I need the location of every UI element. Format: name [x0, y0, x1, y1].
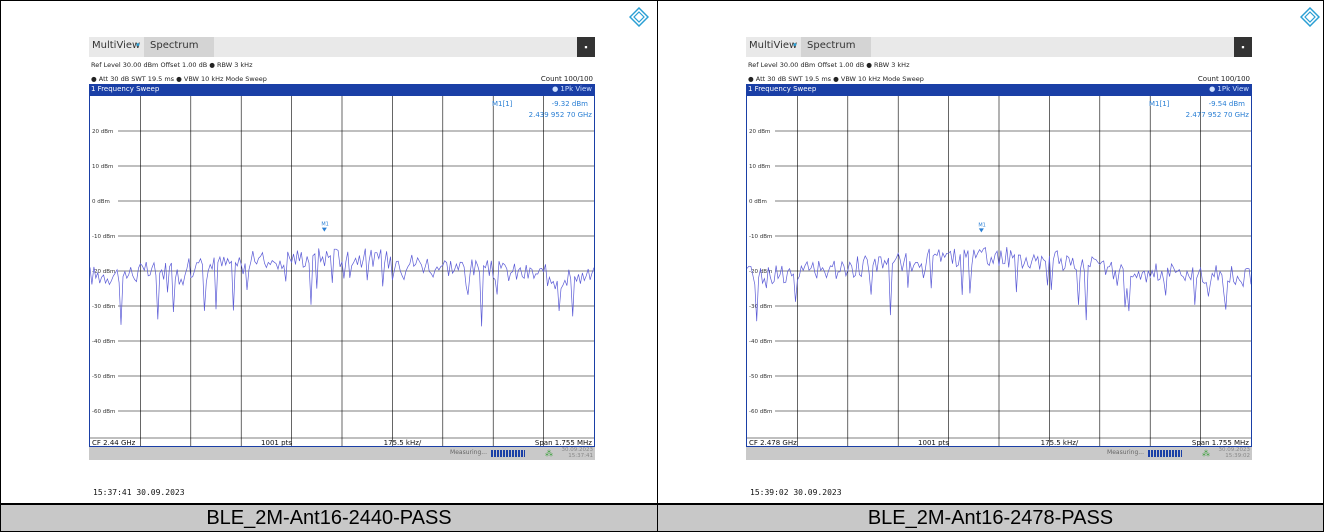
status-datetime: 30.09.2023 15:37:41: [562, 447, 594, 459]
y-tick-label: 10 dBm: [749, 164, 770, 170]
y-tick-label: -40 dBm: [92, 339, 115, 345]
y-tick-label: -30 dBm: [92, 304, 115, 310]
spectrum-trace: [746, 247, 1252, 322]
status-time: 15:37:41: [568, 453, 593, 459]
att-line: ● Att 30 dB SWT 19.5 ms ● VBW 10 kHz Mod…: [748, 75, 924, 83]
menu-button[interactable]: ▪: [1234, 37, 1252, 57]
analyzer-screen: MultiView • Spectrum ▪ Ref Level 30.00 d…: [89, 37, 595, 474]
menu-button[interactable]: ▪: [577, 37, 595, 57]
caption-right: BLE_2M-Ant16-2478-PASS: [657, 504, 1324, 532]
marker-tag: M1: [321, 222, 329, 228]
points-count: 1001 pts: [918, 439, 949, 446]
sweep-title: 1 Frequency Sweep: [91, 85, 160, 93]
status-datetime: 30.09.2023 15:39:02: [1219, 447, 1251, 459]
tab-spectrum-label: Spectrum: [807, 40, 856, 51]
y-tick-label: 0 dBm: [92, 199, 110, 205]
y-tick-label: -20 dBm: [749, 269, 772, 275]
marker-level: -9.32 dBm: [552, 100, 589, 108]
progress-bar: [1148, 450, 1182, 457]
screenshot-timestamp: 15:39:02 30.09.2023: [750, 488, 842, 497]
measuring-text: Measuring...: [450, 449, 487, 456]
y-tick-label: -10 dBm: [92, 234, 115, 240]
status-bar: Measuring... ⁂ 30.09.2023 15:37:41: [89, 447, 595, 460]
marker-frequency: 2.477 952 70 GHz: [1186, 111, 1250, 119]
status-bar: Measuring... ⁂ 30.09.2023 15:39:02: [746, 447, 1252, 460]
sweep-title: 1 Frequency Sweep: [748, 85, 817, 93]
view-mode: ● 1Pk View: [1209, 85, 1249, 93]
span: Span 1.755 MHz: [1192, 439, 1249, 446]
y-tick-label: -20 dBm: [92, 269, 115, 275]
sweep-title-bar: 1 Frequency Sweep ● 1Pk View: [89, 84, 595, 95]
tab-separator-dot: •: [135, 40, 141, 51]
tab-multiview[interactable]: MultiView: [92, 40, 141, 51]
spectrum-plot[interactable]: 20 dBm 10 dBm 0 dBm -10 dBm -20 dBm -30 dBm -4…: [746, 95, 1252, 447]
marker-frequency: 2.439 952 70 GHz: [529, 111, 593, 119]
att-line: ● Att 30 dB SWT 19.5 ms ● VBW 10 kHz Mod…: [91, 75, 267, 83]
ref-level-line: Ref Level 30.00 dBm Offset 1.00 dB ● RBW…: [748, 61, 910, 69]
tab-spectrum[interactable]: Spectrum: [801, 37, 871, 57]
tab-spectrum-label: Spectrum: [150, 40, 199, 51]
y-tick-label: 0 dBm: [749, 199, 767, 205]
count-readout: Count 100/100: [540, 75, 593, 83]
tab-bar: MultiView • Spectrum ▪: [746, 37, 1252, 57]
network-icon: ⁂: [1202, 449, 1210, 458]
rohde-schwarz-logo-icon: [1300, 7, 1320, 27]
caption-left: BLE_2M-Ant16-2440-PASS: [0, 504, 658, 532]
tab-separator-dot: •: [792, 40, 798, 51]
center-frequency: CF 2.44 GHz: [92, 439, 136, 446]
y-tick-label: 20 dBm: [92, 129, 113, 135]
y-tick-label: -40 dBm: [749, 339, 772, 345]
spectrum-plot[interactable]: 20 dBm 10 dBm 0 dBm -10 dBm -20 dBm -30 dBm -4…: [89, 95, 595, 447]
marker-triangle[interactable]: [321, 227, 327, 232]
points-count: 1001 pts: [261, 439, 292, 446]
count-readout: Count 100/100: [1197, 75, 1250, 83]
sweep-title-bar: 1 Frequency Sweep ● 1Pk View: [746, 84, 1252, 95]
y-tick-label: -60 dBm: [749, 409, 772, 415]
view-mode: ● 1Pk View: [552, 85, 592, 93]
measuring-text: Measuring...: [1107, 449, 1144, 456]
division-width: 175.5 kHz/: [1041, 439, 1079, 446]
tab-spectrum[interactable]: Spectrum: [144, 37, 214, 57]
marker-tag: M1: [978, 222, 986, 228]
analyzer-screen: MultiView • Spectrum ▪ Ref Level 30.00 d…: [746, 37, 1252, 474]
ref-level-line: Ref Level 30.00 dBm Offset 1.00 dB ● RBW…: [91, 61, 253, 69]
spectrum-plot-svg: 20 dBm 10 dBm 0 dBm -10 dBm -20 dBm -30 dBm -4…: [89, 96, 595, 447]
y-tick-label: -10 dBm: [749, 234, 772, 240]
status-date: 30.09.2023: [1218, 447, 1251, 453]
network-icon: ⁂: [545, 449, 553, 458]
marker-label: M1[1]: [492, 100, 513, 108]
screenshot-timestamp: 15:37:41 30.09.2023: [93, 488, 185, 497]
spectrum-trace: [89, 248, 595, 327]
panel-right: MultiView • Spectrum ▪ Ref Level 30.00 d…: [657, 0, 1324, 504]
span: Span 1.755 MHz: [535, 439, 592, 446]
marker-level: -9.54 dBm: [1209, 100, 1246, 108]
status-time: 15:39:02: [1225, 453, 1250, 459]
y-tick-label: -50 dBm: [749, 374, 772, 380]
y-tick-label: 10 dBm: [92, 164, 113, 170]
status-date: 30.09.2023: [561, 447, 594, 453]
rohde-schwarz-logo-icon: [629, 7, 649, 27]
tab-multiview[interactable]: MultiView: [749, 40, 798, 51]
center-frequency: CF 2.478 GHz: [749, 439, 797, 446]
marker-triangle[interactable]: [978, 228, 984, 233]
spectrum-plot-svg: 20 dBm 10 dBm 0 dBm -10 dBm -20 dBm -30 dBm -4…: [746, 96, 1252, 447]
panel-left: MultiView • Spectrum ▪ Ref Level 30.00 d…: [0, 0, 658, 504]
marker-label: M1[1]: [1149, 100, 1170, 108]
y-tick-label: -30 dBm: [749, 304, 772, 310]
y-tick-label: -60 dBm: [92, 409, 115, 415]
tab-bar: MultiView • Spectrum ▪: [89, 37, 595, 57]
y-tick-label: 20 dBm: [749, 129, 770, 135]
y-tick-label: -50 dBm: [92, 374, 115, 380]
progress-bar: [491, 450, 525, 457]
division-width: 175.5 kHz/: [384, 439, 422, 446]
